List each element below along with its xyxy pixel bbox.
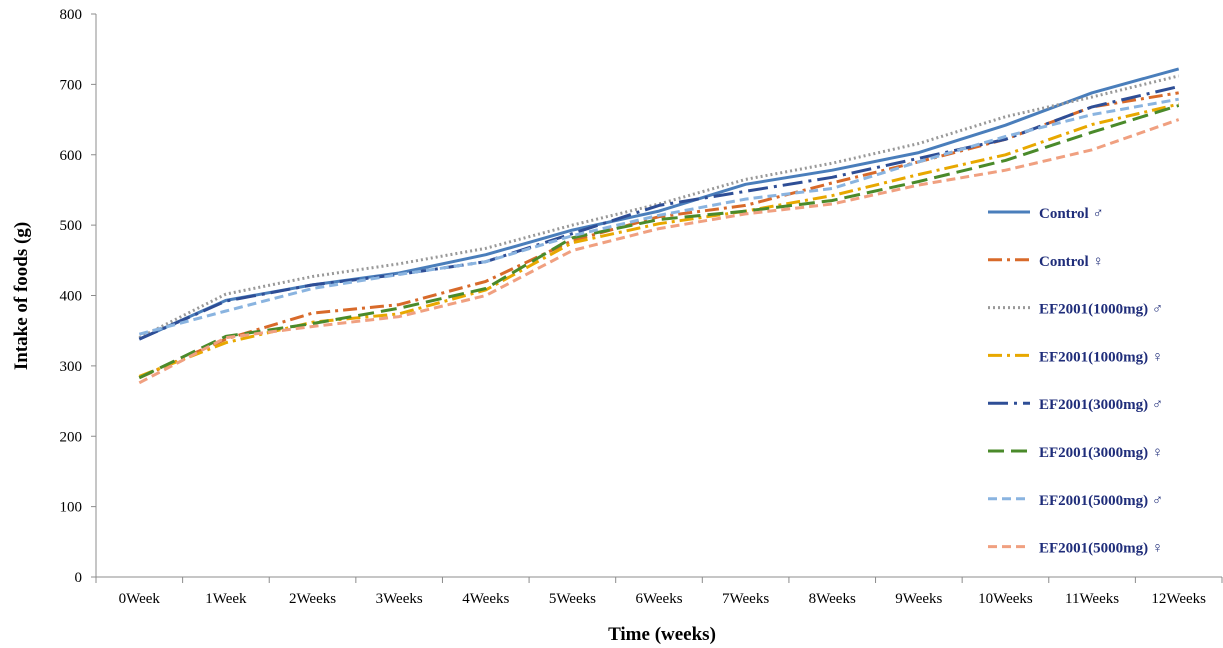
x-tick-label: 8Weeks (809, 591, 856, 607)
y-axis-title: Intake of foods (g) (11, 222, 32, 370)
legend-label-3: EF2001(1000mg) ♂ (1039, 302, 1163, 318)
series-line-6 (138, 104, 1180, 380)
legend-label-6: EF2001(3000mg) ♀ (1039, 445, 1163, 461)
legend-label-5: EF2001(3000mg) ♂ (1039, 397, 1163, 413)
legend-label-2: Control ♀ (1039, 254, 1104, 270)
x-tick-label: 12Weeks (1151, 591, 1206, 607)
x-tick-label: 3Weeks (376, 591, 423, 607)
series-line-4 (138, 102, 1180, 378)
x-tick-label: 4Weeks (462, 591, 509, 607)
x-tick-label: 5Weeks (549, 591, 596, 607)
series-lines (138, 67, 1180, 385)
y-tick-label: 500 (60, 218, 83, 234)
x-tick-label: 6Weeks (635, 591, 682, 607)
y-tick-label: 400 (60, 289, 83, 305)
x-tick-label: 10Weeks (978, 591, 1033, 607)
x-tick-label: 11Weeks (1065, 591, 1119, 607)
series-line-2 (138, 91, 1179, 380)
y-axis: 0 100 200 300 400 500 600 700 800 (60, 7, 97, 586)
x-tick-label: 2Weeks (289, 591, 336, 607)
x-tick-label: 0Week (119, 591, 161, 607)
series-line-7 (138, 97, 1179, 336)
x-axis-title: Time (weeks) (608, 624, 716, 645)
y-tick-label: 100 (60, 500, 83, 516)
y-tick-label: 300 (60, 359, 83, 375)
y-tick-label: 600 (60, 148, 83, 164)
y-tick-label: 800 (60, 7, 83, 23)
y-tick-label: 200 (60, 429, 83, 445)
x-axis: 0Week 1Week 2Weeks 3Weeks 4Weeks 5Weeks 6Weeks… (95, 576, 1223, 607)
y-tick-label: 700 (60, 77, 83, 93)
legend-label-1: Control ♂ (1039, 206, 1104, 222)
legend-label-4: EF2001(1000mg) ♀ (1039, 349, 1163, 365)
x-tick-label: 7Weeks (722, 591, 769, 607)
series-line-5 (138, 85, 1180, 341)
x-tick-label: 1Week (205, 591, 247, 607)
y-tick-label: 0 (75, 570, 83, 586)
series-line-8 (138, 118, 1180, 385)
series-line-3 (138, 74, 1180, 340)
legend-label-7: EF2001(5000mg) ♂ (1039, 493, 1163, 509)
legend-label-8: EF2001(5000mg) ♀ (1039, 541, 1163, 557)
x-tick-label: 9Weeks (895, 591, 942, 607)
legend: Control ♂ Control ♀ EF2001(1000mg) ♂ EF2001… (988, 206, 1163, 557)
